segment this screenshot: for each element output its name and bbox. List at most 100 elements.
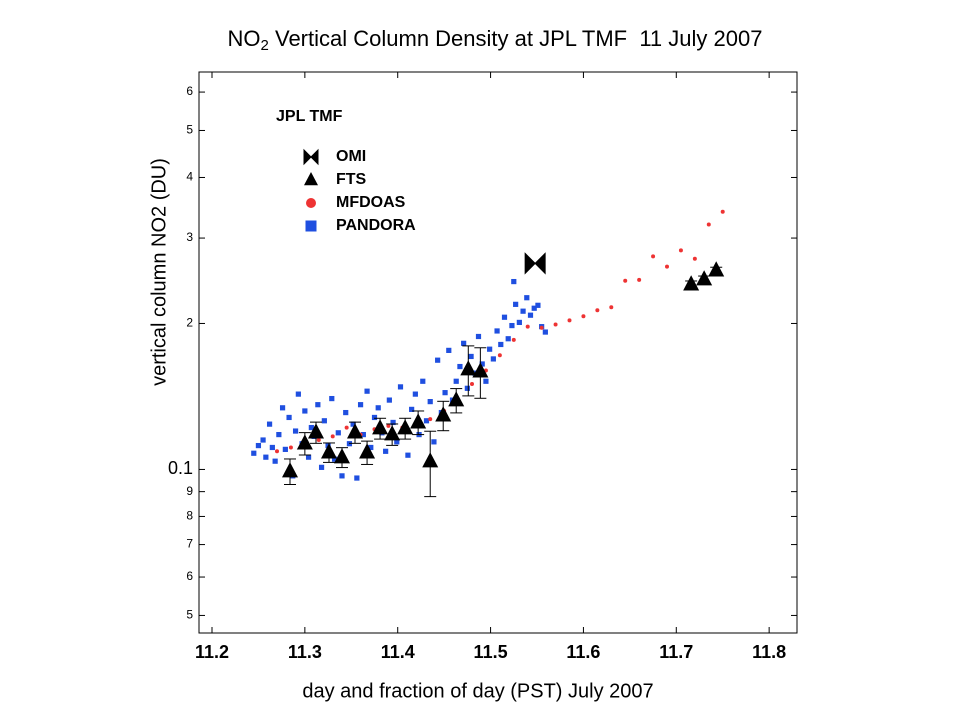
pandora-point xyxy=(308,424,314,431)
legend-marker xyxy=(303,148,319,166)
pandora-point xyxy=(511,278,517,285)
mfdoas-point xyxy=(553,322,558,327)
y-tick-label: 5 xyxy=(186,123,193,137)
pandora-point xyxy=(520,308,526,314)
pandora-point xyxy=(397,384,404,390)
pandora-point xyxy=(479,361,485,367)
pandora-point xyxy=(505,336,511,342)
mfdoas-point xyxy=(386,423,391,428)
pandora-point xyxy=(375,405,381,411)
pandora-point xyxy=(453,378,459,384)
chart-title: NO2 Vertical Column Density at JPL TMF 1… xyxy=(228,26,763,54)
pandora-point xyxy=(509,322,515,329)
fts-point xyxy=(347,423,363,439)
pandora-point xyxy=(490,356,496,362)
mfdoas-point xyxy=(609,305,614,310)
mfdoas-point xyxy=(539,325,544,330)
pandora-point xyxy=(302,408,308,414)
pandora-point xyxy=(498,341,504,348)
x-axis-label: day and fraction of day (PST) July 2007 xyxy=(302,680,653,702)
pandora-point xyxy=(501,314,508,320)
omi-point xyxy=(524,252,546,275)
x-tick-label: 11.5 xyxy=(474,642,508,662)
mfdoas-point xyxy=(595,308,600,313)
pandora-point xyxy=(386,397,392,403)
pandora-point xyxy=(360,431,366,438)
data-layer xyxy=(251,209,725,498)
fts-point xyxy=(372,419,389,435)
pandora-point xyxy=(260,437,266,443)
pandora-point xyxy=(487,346,493,352)
pandora-point xyxy=(282,446,288,452)
pandora-point xyxy=(405,452,411,458)
pandora-point xyxy=(409,406,415,412)
pandora-point xyxy=(527,312,534,318)
mfdoas-point xyxy=(344,425,349,430)
pandora-point xyxy=(251,450,257,456)
x-tick-label: 11.8 xyxy=(752,642,786,662)
fts-point xyxy=(448,391,465,407)
pandora-point xyxy=(446,347,452,353)
mfdoas-point xyxy=(497,353,502,358)
pandora-point xyxy=(255,442,262,449)
fts-point xyxy=(696,270,713,286)
y-tick-label: 4 xyxy=(186,170,193,184)
pandora-point xyxy=(464,385,470,391)
pandora-point xyxy=(329,395,335,402)
fts-point xyxy=(321,443,337,459)
mfdoas-point xyxy=(275,449,279,454)
legend-label: MFDOAS xyxy=(336,194,406,211)
pandora-point xyxy=(383,448,389,454)
pandora-point xyxy=(535,302,541,308)
mfdoas-point xyxy=(470,382,474,387)
fts-point xyxy=(296,434,313,450)
x-tick-label: 11.4 xyxy=(381,642,415,662)
legend-label: PANDORA xyxy=(336,217,416,234)
y-tick-label: 8 xyxy=(186,509,193,523)
fts-point xyxy=(282,462,298,478)
mfdoas-point xyxy=(623,278,628,283)
fts-point xyxy=(308,423,324,439)
pandora-point xyxy=(295,391,301,397)
mfdoas-point xyxy=(288,445,293,450)
mfdoas-point xyxy=(525,324,530,329)
y-tick-label: 9 xyxy=(186,484,193,498)
pandora-point xyxy=(531,305,537,311)
y-tick-label: 6 xyxy=(186,84,193,98)
pandora-point xyxy=(279,405,286,411)
legend-marker xyxy=(304,171,318,186)
mfdoas-point xyxy=(637,277,642,282)
title-prefix: NO xyxy=(228,26,261,51)
pandora-point xyxy=(354,475,360,481)
y-tick-label: 2 xyxy=(186,316,193,330)
pandora-point xyxy=(286,414,292,421)
mfdoas-point xyxy=(678,248,683,253)
mfdoas-point xyxy=(581,314,586,319)
y-tick-label: 6 xyxy=(186,569,193,583)
fts-point xyxy=(359,443,376,459)
pandora-point xyxy=(457,363,463,370)
legend: JPL TMF OMI FTS MFDOAS PANDORA xyxy=(276,108,416,234)
pandora-point xyxy=(276,431,282,438)
pandora-point xyxy=(394,439,400,445)
legend-title: JPL TMF xyxy=(276,108,343,125)
pandora-point xyxy=(364,388,370,394)
fts-point xyxy=(708,261,725,277)
title-rest: Vertical Column Density at JPL TMF 11 Ju… xyxy=(269,26,763,51)
pandora-point xyxy=(423,418,430,424)
pandora-point xyxy=(335,430,341,436)
mfdoas-point xyxy=(706,222,711,227)
pandora-point xyxy=(420,378,426,384)
x-tick-label: 11.6 xyxy=(566,642,600,662)
pandora-point xyxy=(435,357,441,363)
pandora-point xyxy=(461,340,467,346)
pandora-point xyxy=(516,319,522,326)
pandora-point xyxy=(468,353,474,360)
mfdoas-point xyxy=(428,417,433,422)
y-axis-label: vertical column NO2 (DU) xyxy=(148,158,170,386)
pandora-point xyxy=(431,439,437,445)
pandora-point xyxy=(343,409,349,416)
x-tick-label: 11.7 xyxy=(659,642,693,662)
pandora-point xyxy=(524,295,530,301)
